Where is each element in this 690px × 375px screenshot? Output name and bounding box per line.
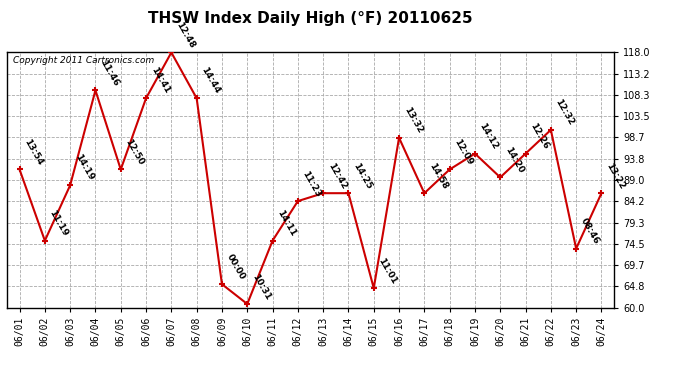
Text: 00:00: 00:00 <box>225 253 246 281</box>
Text: 12:32: 12:32 <box>553 98 575 127</box>
Text: 14:41: 14:41 <box>149 66 171 96</box>
Text: 14:20: 14:20 <box>503 145 525 175</box>
Text: 12:50: 12:50 <box>124 138 146 166</box>
Text: 12:42: 12:42 <box>326 161 348 190</box>
Text: 11:01: 11:01 <box>377 256 399 285</box>
Text: 12:48: 12:48 <box>174 20 196 50</box>
Text: 14:19: 14:19 <box>73 153 95 183</box>
Text: 14:25: 14:25 <box>351 161 373 190</box>
Text: 14:58: 14:58 <box>427 161 449 190</box>
Text: 08:46: 08:46 <box>579 216 601 246</box>
Text: 13:22: 13:22 <box>604 161 627 190</box>
Text: THSW Index Daily High (°F) 20110625: THSW Index Daily High (°F) 20110625 <box>148 11 473 26</box>
Text: 11:23: 11:23 <box>301 169 323 198</box>
Text: 13:32: 13:32 <box>402 106 424 135</box>
Text: 10:31: 10:31 <box>250 272 272 301</box>
Text: 11:19: 11:19 <box>48 209 70 238</box>
Text: 13:54: 13:54 <box>22 137 44 166</box>
Text: Copyright 2011 Cartronics.com: Copyright 2011 Cartronics.com <box>13 56 155 65</box>
Text: 12:09: 12:09 <box>453 137 475 166</box>
Text: 14:11: 14:11 <box>275 209 297 238</box>
Text: 14:44: 14:44 <box>199 66 221 96</box>
Text: 12:26: 12:26 <box>529 122 551 151</box>
Text: 11:46: 11:46 <box>98 58 120 87</box>
Text: 14:12: 14:12 <box>477 122 500 151</box>
